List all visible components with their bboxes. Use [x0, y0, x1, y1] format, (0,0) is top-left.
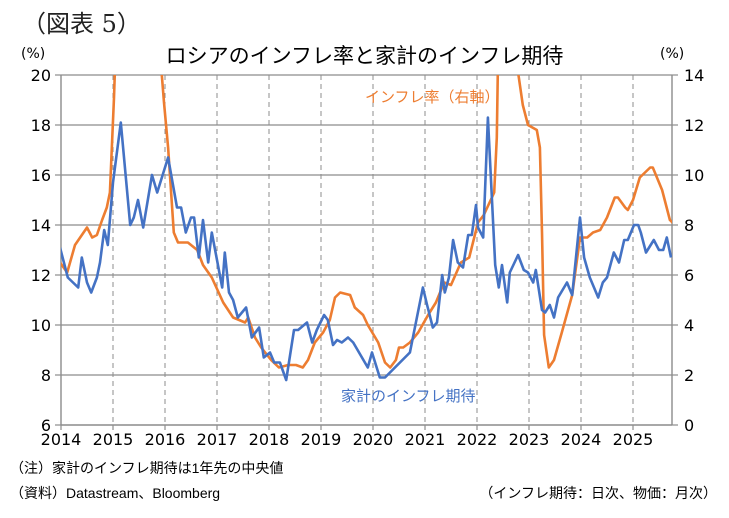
- x-tick-label: 2015: [93, 430, 134, 449]
- left-y-tick-label: 18: [31, 116, 51, 135]
- x-tick-label: 2022: [457, 430, 498, 449]
- right-y-tick-label: 8: [684, 216, 694, 235]
- figure-label: （図表 5）: [22, 10, 141, 38]
- x-tick-label: 2016: [145, 430, 186, 449]
- left-axis-unit: (%): [21, 46, 46, 62]
- household-expectations-line: [61, 116, 672, 382]
- right-axis-unit: (%): [660, 46, 685, 62]
- right-y-tick-label: 4: [684, 316, 694, 335]
- right-y-tick-label: 14: [684, 66, 704, 85]
- frequency-note: （インフレ期待：日次、物価：月次）: [479, 485, 717, 501]
- right-y-tick-label: 12: [684, 116, 704, 135]
- right-y-tick-label: 0: [684, 416, 694, 435]
- right-y-tick-label: 2: [684, 366, 694, 385]
- left-y-tick-label: 14: [31, 216, 51, 235]
- left-y-tick-label: 8: [41, 366, 51, 385]
- x-tick-label: 2018: [249, 430, 290, 449]
- source-note: （資料）Datastream、Bloomberg: [10, 485, 221, 501]
- x-tick-label: 2017: [197, 430, 238, 449]
- chart-title: ロシアのインフレ率と家計のインフレ期待: [165, 44, 564, 68]
- x-tick-label: 2021: [405, 430, 446, 449]
- series-label-inflation: インフレ率（右軸）: [365, 88, 500, 106]
- series-lines: [61, 75, 672, 382]
- right-y-tick-label: 10: [684, 166, 704, 185]
- grid-lines: [61, 74, 672, 425]
- x-tick-label: 2019: [301, 430, 342, 449]
- inflation-rate-line: [61, 75, 672, 369]
- axes: [55, 74, 678, 430]
- x-tick-label: 2025: [613, 430, 654, 449]
- x-tick-label: 2024: [561, 430, 602, 449]
- series-label-household-expectations: 家計のインフレ期待: [341, 387, 476, 405]
- x-tick-label: 2023: [509, 430, 550, 449]
- x-tick-label: 2014: [41, 430, 82, 449]
- left-y-tick-label: 16: [31, 166, 51, 185]
- right-y-tick-label: 6: [684, 266, 694, 285]
- footnote: （注）家計のインフレ期待は1年先の中央値: [10, 460, 284, 476]
- left-y-tick-label: 20: [31, 66, 51, 85]
- left-y-tick-label: 10: [31, 316, 51, 335]
- left-y-tick-label: 6: [41, 416, 51, 435]
- tick-labels: 6 8 10 12 14 16 18 20 0 2 4 6 8 10 12 14 2014 2015 2016 201…: [31, 66, 705, 449]
- left-y-tick-label: 12: [31, 266, 51, 285]
- x-tick-label: 2020: [353, 430, 394, 449]
